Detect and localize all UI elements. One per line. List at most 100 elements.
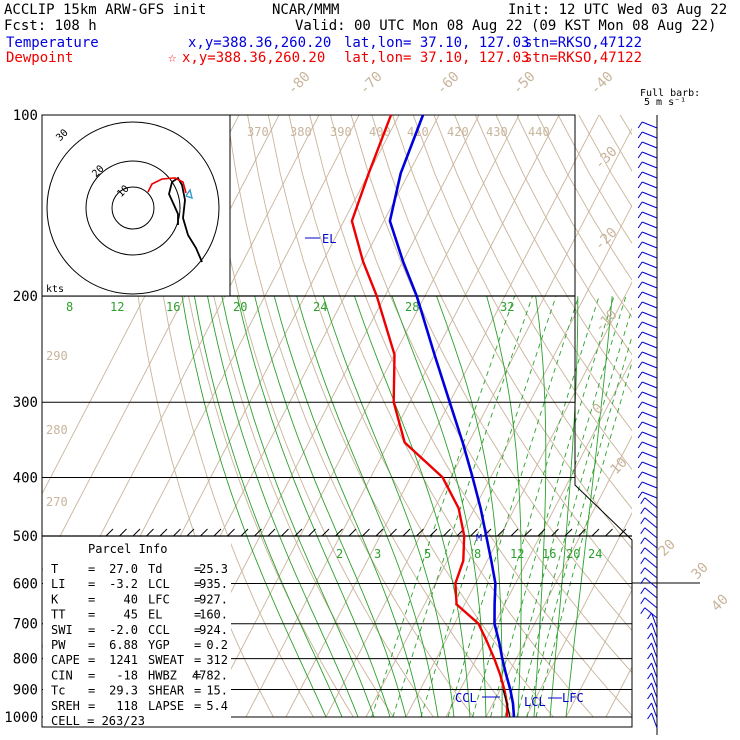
wind-barb-shaft: [644, 597, 658, 609]
wind-barb-flag: [637, 421, 643, 429]
parcel-field-label: YGP: [148, 638, 170, 652]
wind-barb-shaft: [641, 241, 658, 249]
wind-barb: [637, 171, 658, 179]
wind-barb: [640, 577, 658, 589]
hatch-mark: [105, 528, 114, 537]
wind-barb: [637, 491, 658, 499]
hatch-mark: [402, 528, 411, 537]
wind-barb-shaft: [641, 121, 658, 129]
hatch-mark: [551, 528, 559, 537]
parcel-field-label: LFC: [148, 592, 170, 606]
parcel-field-label: T: [51, 562, 58, 576]
theta-label: 430: [486, 125, 508, 139]
parcel-field-label: CCL: [148, 623, 170, 637]
parcel-field-value: 25.3: [199, 562, 228, 576]
wind-barb-flag: [647, 692, 652, 700]
wind-barb: [637, 291, 658, 299]
mixing-ratio-line: [535, 360, 632, 718]
wind-barb-shaft: [644, 527, 658, 539]
pressure-label-900: 900: [13, 682, 38, 698]
wind-barb-shaft: [641, 221, 658, 229]
wind-barb: [637, 431, 658, 439]
hatch-mark: [294, 528, 303, 537]
hatch-mark: [375, 528, 384, 537]
dry-adiabat-line: [350, 115, 632, 632]
barb-legend-units: 5 m s⁻¹: [644, 97, 686, 108]
theta-label: 420: [447, 125, 469, 139]
wind-barb-flag: [640, 577, 646, 584]
isotherm-label: -30: [592, 144, 621, 173]
pressure-labels: 100 200 300 400 500 600 700 800 900 1000: [4, 108, 38, 726]
hodograph-inset: 30 20 10 kts: [41, 114, 231, 297]
wind-barb: [637, 351, 658, 359]
wind-barb-shaft: [644, 547, 658, 559]
parcel-field-eq: =: [194, 562, 201, 576]
wind-barb-flag: [637, 261, 643, 269]
parcel-field-value: -3.2: [109, 577, 138, 591]
wind-barb-shaft: [641, 301, 658, 309]
hatch-mark: [240, 528, 249, 537]
parcel-field-eq: =: [88, 699, 95, 713]
hatch-mark: [524, 528, 532, 537]
wind-barb-column: [637, 115, 658, 735]
wind-barb: [647, 662, 658, 679]
hatch-mark: [564, 528, 573, 537]
wind-barb-flag: [637, 431, 643, 439]
dry-adiabat-line: [329, 115, 632, 674]
wind-barb-shaft: [641, 151, 658, 159]
wind-barb-shaft: [644, 577, 658, 589]
ccl-label: CCL: [455, 691, 477, 705]
dry-adiabat-line: [309, 115, 632, 717]
wind-barb-flag: [637, 361, 643, 369]
hatch-mark: [281, 528, 289, 537]
mixing-ratio-line: [504, 296, 627, 718]
hatch-mark: [537, 528, 546, 537]
wind-barb: [637, 321, 658, 329]
temperature-profile-line: [388, 114, 516, 718]
wind-barb-flag: [637, 321, 643, 329]
wind-barb: [647, 692, 658, 709]
wind-barb-shaft: [641, 171, 658, 179]
moist-adiabat-line: [221, 296, 375, 718]
parcel-field-value: 1241: [109, 653, 138, 667]
wind-barb-shaft: [644, 607, 658, 619]
parcel-info-row: T = 27.0 Td =25.3: [51, 562, 228, 576]
header-center: NCAR/MMM: [272, 2, 339, 18]
pressure-label-700: 700: [13, 617, 38, 633]
wind-barb-flag: [647, 712, 652, 720]
parcel-cell: CELL = 263/23: [51, 714, 145, 728]
hatch-mark: [389, 528, 397, 537]
wind-barb-shaft: [641, 341, 658, 349]
parcel-field-label: SWEAT: [148, 653, 184, 667]
isotherm-line: [565, 589, 632, 718]
hatch-mark: [578, 528, 586, 537]
wind-barb-shaft: [641, 261, 658, 269]
wind-barb-flag: [640, 597, 646, 604]
pressure-label-500: 500: [13, 529, 38, 545]
wind-barb-flag: [637, 201, 643, 209]
parcel-field-value: 312: [206, 653, 228, 667]
wind-barb: [637, 191, 658, 199]
wind-barb-flag: [640, 537, 646, 544]
wind-barb: [637, 221, 658, 229]
wind-barb-shaft: [644, 497, 658, 509]
parcel-field-value: 5.4: [206, 699, 228, 713]
wind-barb-shaft: [641, 451, 658, 459]
wind-barb-shaft: [651, 632, 658, 649]
wind-barb: [637, 481, 658, 489]
theta-label: 290: [46, 349, 68, 363]
parcel-info-title: Parcel Info: [88, 542, 167, 556]
hatch-mark: [308, 528, 316, 537]
parcel-field-value: 160.: [199, 608, 228, 622]
wind-barb: [637, 461, 658, 469]
isotherm-label: -80: [285, 69, 314, 98]
dewpoint-station: stn=RKSO,47122: [524, 50, 642, 66]
theta-label: 440: [528, 125, 550, 139]
wind-barb: [647, 712, 658, 729]
mixing-ratio-line: [371, 296, 516, 718]
parcel-info-panel: Parcel Info T = 27.0 Td =25.3LI = -3.2 LCL =935.…: [43, 537, 231, 728]
isotherm-label: -60: [434, 69, 463, 98]
parcel-field-eq: =: [88, 623, 95, 637]
